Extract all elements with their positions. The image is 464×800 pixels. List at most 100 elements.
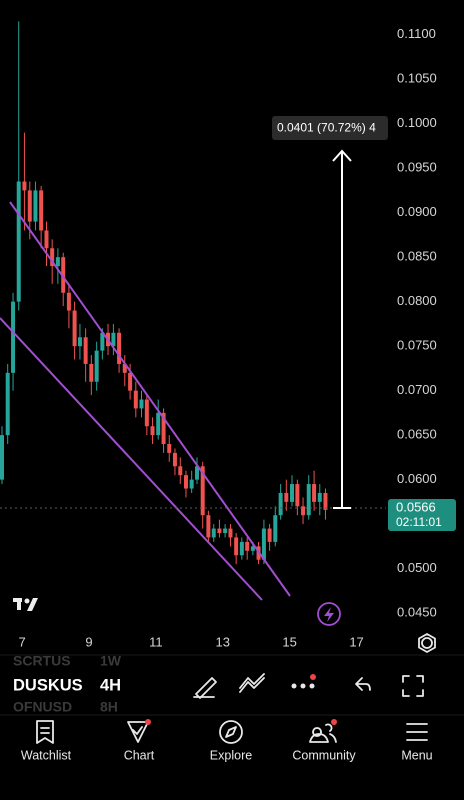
interval[interactable]: 4H [100,676,121,694]
y-tick-label: 0.0750 [397,338,437,353]
candle-body [284,492,289,502]
candle-body [301,506,306,516]
y-tick-label: 0.0850 [397,249,437,264]
x-tick-label: 15 [282,634,296,649]
candle-body [172,452,177,467]
tab-label[interactable]: Menu [401,748,432,762]
x-tick-label: 13 [216,634,230,649]
y-tick-label: 0.0450 [397,605,437,620]
candle-body [27,190,32,222]
candle-body [66,292,71,311]
candle-body [239,541,244,556]
price-badge [388,499,456,531]
candle-body [167,444,172,453]
last-price: 0.0566 [396,499,436,514]
tab-label[interactable]: Watchlist [21,748,72,762]
next-interval: 8H [100,699,118,715]
candle-body [100,332,105,351]
candle-body [295,484,300,507]
candle-body [306,484,311,516]
candle-body [189,479,194,489]
menu-icon[interactable] [406,723,428,741]
chart-icon[interactable] [127,721,149,743]
candle-body [83,337,88,364]
badge [310,674,316,680]
candle-body [16,181,21,302]
candle-body [250,546,255,551]
symbol[interactable]: DUSKUS [13,676,83,694]
x-axis: 7 9 11 13 15 17 [18,634,363,649]
candle-body [39,190,44,231]
tab-label[interactable]: Chart [124,748,155,762]
lightning-icon [324,607,334,622]
candle-body [33,190,38,222]
x-tick-label: 7 [18,634,25,649]
candle-body [312,484,317,502]
x-tick-label: 9 [85,634,92,649]
settings-icon[interactable] [421,637,433,649]
candle-body [161,412,166,445]
candle-body [223,528,228,534]
y-tick-label: 0.0800 [397,293,437,308]
y-axis: 0.1100 0.1050 0.1000 0.0950 0.0900 0.0850 0.08… [397,26,437,619]
candle-body [128,372,133,391]
candle-body [139,399,144,409]
prev-interval: 1W [100,653,122,669]
candle-body [94,350,99,382]
candle-body [55,257,60,267]
candle-body [117,332,122,364]
y-tick-label: 0.1000 [397,115,437,130]
candle-body [217,528,222,534]
y-tick-label: 0.0650 [397,427,437,442]
price-axis [388,0,464,630]
prev-symbol: SCRTUS [13,653,71,669]
y-tick-label: 0.0900 [397,204,437,219]
watchlist-icon[interactable] [36,720,54,744]
candle-body [5,372,10,436]
chart-plot [0,21,328,565]
x-tick-label: 11 [149,634,163,649]
y-tick-label: 0.0700 [397,382,437,397]
candle-body [200,466,205,516]
candle-body [278,492,283,516]
candle-body [273,515,278,542]
candle-body [317,492,322,502]
candle-body [267,528,272,542]
indicator-icon[interactable] [239,673,265,693]
next-symbol: OFNUSD [13,699,72,715]
explore-icon[interactable] [225,726,237,738]
y-tick-label: 0.0950 [397,160,437,175]
tab-label[interactable]: Explore [210,748,252,762]
undo-icon[interactable] [355,677,371,691]
candle-body [22,181,27,191]
explore-icon[interactable] [219,720,243,744]
lightning-button[interactable] [317,602,341,626]
draw-icon[interactable] [193,677,217,699]
x-tick-label: 17 [349,634,363,649]
settings-icon[interactable] [418,633,436,653]
y-tick-label: 0.0500 [397,560,437,575]
channel-line [9,201,291,597]
candle-body [211,528,216,538]
candle-body [234,537,239,556]
candle-body [11,301,16,373]
candle-body [206,515,211,538]
y-tick-label: 0.0600 [397,471,437,486]
measure-box [272,116,388,140]
candle-body [111,332,116,347]
candle-body [245,541,250,551]
more-icon[interactable] [291,683,315,689]
community-icon[interactable] [309,723,337,743]
candle-body [150,426,155,436]
arrow-head [332,149,352,162]
candle-body [261,528,266,560]
candle-body [50,248,55,267]
candle-body [122,363,127,373]
candle-body [323,492,328,510]
candle-body [183,475,188,489]
candle-body [290,484,295,502]
fullscreen-icon[interactable] [402,675,424,697]
countdown: 02:11:01 [396,515,442,529]
tab-label[interactable]: Community [292,748,356,762]
